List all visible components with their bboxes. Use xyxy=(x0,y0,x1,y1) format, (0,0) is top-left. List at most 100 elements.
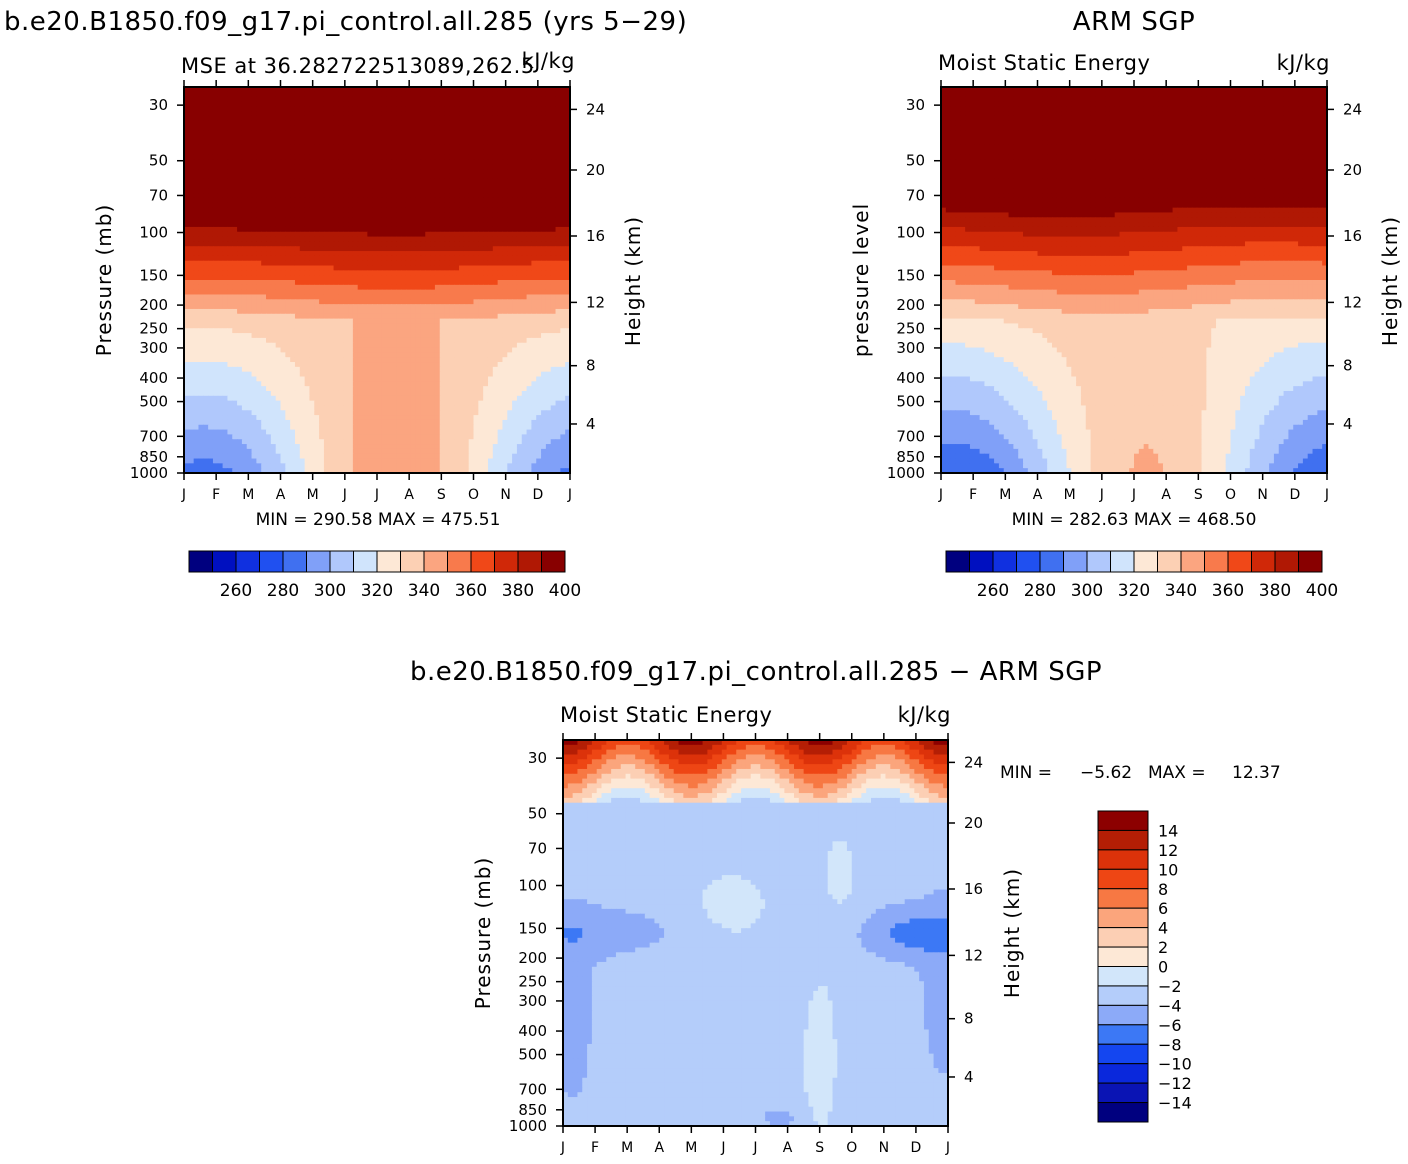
model-contour-cell xyxy=(415,106,422,112)
model-contour-cell xyxy=(541,91,547,98)
model-contour-cell xyxy=(410,275,417,281)
model-contour-cell xyxy=(430,202,436,209)
model-contour-cell xyxy=(232,328,238,334)
model-contour-cell xyxy=(401,207,407,214)
model-contour-cell xyxy=(232,159,238,165)
model-contour-cell xyxy=(430,91,436,98)
model-contour-cell xyxy=(512,130,518,136)
model-contour-cell xyxy=(290,371,296,378)
model-contour-cell xyxy=(294,376,301,382)
model-contour-cell xyxy=(319,294,325,300)
model-contour-cell xyxy=(410,125,417,132)
model-contour-cell xyxy=(463,202,470,209)
model-contour-cell xyxy=(550,318,557,325)
model-contour-cell xyxy=(198,246,204,252)
model-contour-cell xyxy=(299,299,306,305)
model-contour-cell xyxy=(468,366,475,373)
model-contour-cell xyxy=(290,178,296,185)
model-contour-cell xyxy=(516,366,523,373)
model-contour-cell xyxy=(208,222,214,228)
model-contour-cell xyxy=(478,91,484,98)
model-contour-cell xyxy=(237,202,243,209)
model-contour-cell xyxy=(454,106,460,112)
model-contour-cell xyxy=(309,193,315,199)
model-contour-cell xyxy=(270,111,277,117)
model-contour-cell xyxy=(401,280,407,286)
model-contour-cell xyxy=(420,255,426,262)
model-contour-cell xyxy=(449,115,455,122)
model-contour-cell xyxy=(439,106,446,112)
model-contour-cell xyxy=(184,96,190,103)
model-contour-cell xyxy=(468,154,475,160)
model-contour-cell xyxy=(328,178,335,185)
model-contour-cell xyxy=(531,96,537,103)
model-contour-cell xyxy=(415,371,422,378)
model-contour-cell xyxy=(241,294,248,300)
model-contour-cell xyxy=(232,362,238,368)
model-contour-cell xyxy=(232,294,238,300)
model-contour-cell xyxy=(439,371,446,378)
model-contour-cell xyxy=(343,246,349,252)
model-contour-cell xyxy=(290,226,296,233)
model-contour-cell xyxy=(372,87,378,93)
model-contour-cell xyxy=(184,308,190,315)
model-contour-cell xyxy=(541,96,547,103)
model-contour-cell xyxy=(188,255,195,262)
model-contour-cell xyxy=(377,304,383,310)
model-contour-cell xyxy=(237,207,243,214)
model-contour-cell xyxy=(396,173,402,180)
model-contour-cell xyxy=(473,135,479,141)
model-contour-cell xyxy=(256,197,262,204)
model-contour-cell xyxy=(560,197,566,204)
model-contour-cell xyxy=(381,144,388,151)
model-contour-cell xyxy=(280,226,286,233)
model-contour-cell xyxy=(372,289,378,296)
model-contour-cell xyxy=(531,149,537,156)
model-contour-cell xyxy=(280,169,286,175)
model-contour-cell xyxy=(430,226,436,233)
model-contour-cell xyxy=(193,251,200,257)
model-contour-cell xyxy=(285,87,291,93)
model-contour-cell xyxy=(270,366,277,373)
model-contour-cell xyxy=(328,246,335,252)
model-contour-cell xyxy=(227,222,233,228)
model-contour-cell xyxy=(294,87,301,93)
model-contour-cell xyxy=(188,140,195,146)
model-contour-cell xyxy=(430,280,436,286)
model-contour-cell xyxy=(555,120,561,127)
model-contour-cell xyxy=(184,202,190,209)
model-contour-cell xyxy=(401,362,407,368)
model-contour-cell xyxy=(348,270,354,276)
model-contour-cell xyxy=(208,260,214,267)
model-contour-cell xyxy=(459,304,465,310)
model-contour-cell xyxy=(434,144,441,151)
model-contour-cell xyxy=(463,371,470,378)
model-contour-cell xyxy=(377,207,383,214)
model-contour-cell xyxy=(478,265,484,271)
model-contour-cell xyxy=(372,140,378,146)
model-contour-cell xyxy=(550,289,557,296)
model-contour-cell xyxy=(261,357,267,363)
model-contour-cell xyxy=(275,101,282,107)
model-contour-cell xyxy=(285,106,291,112)
model-contour-cell xyxy=(203,217,209,223)
model-contour-cell xyxy=(430,212,436,218)
model-contour-cell xyxy=(198,270,204,276)
model-contour-cell xyxy=(391,149,397,156)
model-contour-cell xyxy=(275,255,282,262)
model-contour-cell xyxy=(343,275,349,281)
model-contour-cell xyxy=(531,299,537,305)
model-contour-cell xyxy=(381,178,388,185)
model-contour-cell xyxy=(483,376,489,382)
model-contour-cell xyxy=(319,111,325,117)
model-contour-cell xyxy=(439,135,446,141)
model-contour-cell xyxy=(246,164,253,170)
model-contour-cell xyxy=(386,366,393,373)
model-contour-cell xyxy=(507,289,513,296)
model-contour-cell xyxy=(420,130,426,136)
model-contour-cell xyxy=(217,231,224,238)
model-contour-cell xyxy=(502,366,508,373)
model-contour-cell xyxy=(516,308,523,315)
model-contour-cell xyxy=(290,106,296,112)
